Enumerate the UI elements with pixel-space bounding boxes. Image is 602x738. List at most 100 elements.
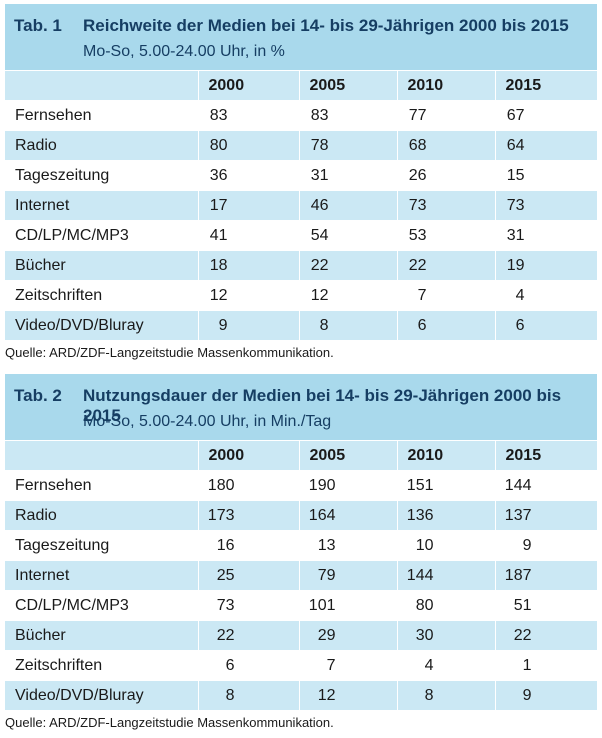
table-cell: 26 bbox=[396, 160, 495, 191]
cell-value: 77 bbox=[408, 106, 427, 124]
table-row: Video/DVD/Bluray 9 8 6 6 bbox=[5, 310, 597, 341]
table-2: 2000 2005 2010 2015 Fernsehen 180 190 151 14… bbox=[5, 441, 597, 711]
table-1: 2000 2005 2010 2015 Fernsehen 83 83 77 67 Rad… bbox=[5, 71, 597, 341]
cell-value: 53 bbox=[408, 226, 427, 244]
table-cell: 9 bbox=[197, 310, 299, 341]
cell-value: 80 bbox=[209, 136, 228, 154]
table-cell: 73 bbox=[494, 190, 597, 221]
table-cell: 73 bbox=[197, 590, 299, 621]
table-cell: 18 bbox=[197, 250, 299, 281]
cell-value: 7 bbox=[417, 286, 427, 304]
cell-value: 15 bbox=[506, 166, 525, 184]
table-cell: 68 bbox=[396, 130, 495, 161]
table-cell: 19 bbox=[494, 250, 597, 281]
table-cell: 22 bbox=[197, 620, 299, 651]
table-cell: 12 bbox=[298, 280, 397, 311]
table-row: Video/DVD/Bluray 8 12 8 9 bbox=[5, 680, 597, 711]
column-header-2010: 2010 bbox=[396, 441, 495, 471]
table-cell: 64 bbox=[494, 130, 597, 161]
row-label: Video/DVD/Bluray bbox=[5, 310, 198, 341]
cell-value: 151 bbox=[406, 476, 434, 494]
table-cell: 36 bbox=[197, 160, 299, 191]
table-row: Radio 173 164 136 137 bbox=[5, 500, 597, 531]
table-row: Fernsehen 180 190 151 144 bbox=[5, 470, 597, 501]
column-header-empty bbox=[5, 71, 198, 101]
cell-value: 12 bbox=[209, 286, 228, 304]
table-1-body: Fernsehen 83 83 77 67 Radio 80 78 68 64 Tageszeitu… bbox=[5, 100, 597, 341]
cell-value: 6 bbox=[515, 316, 525, 334]
cell-value: 64 bbox=[506, 136, 525, 154]
table-cell: 22 bbox=[494, 620, 597, 651]
table-cell: 80 bbox=[396, 590, 495, 621]
cell-value: 19 bbox=[506, 256, 525, 274]
cell-value: 54 bbox=[310, 226, 329, 244]
cell-value: 83 bbox=[209, 106, 228, 124]
row-label: Internet bbox=[5, 190, 198, 221]
cell-value: 25 bbox=[216, 566, 235, 584]
table-cell: 151 bbox=[396, 470, 495, 501]
cell-value: 22 bbox=[310, 256, 329, 274]
table-row: Internet 17 46 73 73 bbox=[5, 190, 597, 221]
table-cell: 6 bbox=[197, 650, 299, 681]
table-cell: 136 bbox=[396, 500, 495, 531]
table-cell: 73 bbox=[396, 190, 495, 221]
table-cell: 8 bbox=[396, 680, 495, 711]
cell-value: 41 bbox=[209, 226, 228, 244]
table-2-source: Quelle: ARD/ZDF-Langzeitstudie Massenkom… bbox=[5, 715, 334, 730]
cell-value: 137 bbox=[504, 506, 532, 524]
cell-value: 78 bbox=[310, 136, 329, 154]
table-row: Fernsehen 83 83 77 67 bbox=[5, 100, 597, 131]
table-cell: 31 bbox=[298, 160, 397, 191]
cell-value: 31 bbox=[506, 226, 525, 244]
cell-value: 36 bbox=[209, 166, 228, 184]
table-1-source: Quelle: ARD/ZDF-Langzeitstudie Massenkom… bbox=[5, 345, 334, 360]
table-cell: 4 bbox=[494, 280, 597, 311]
cell-value: 18 bbox=[209, 256, 228, 274]
column-header-2000: 2000 bbox=[197, 441, 299, 471]
table-cell: 53 bbox=[396, 220, 495, 251]
column-header-2005: 2005 bbox=[298, 71, 397, 101]
cell-value: 9 bbox=[218, 316, 228, 334]
cell-value: 9 bbox=[522, 686, 532, 704]
row-label: CD/LP/MC/MP3 bbox=[5, 220, 198, 251]
table-cell: 187 bbox=[494, 560, 597, 591]
cell-value: 22 bbox=[216, 626, 235, 644]
table-cell: 41 bbox=[197, 220, 299, 251]
cell-value: 12 bbox=[317, 686, 336, 704]
cell-value: 6 bbox=[417, 316, 427, 334]
table-row: Bücher 22 29 30 22 bbox=[5, 620, 597, 651]
table-2-title: Nutzungsdauer der Medien bei 14- bis 29-… bbox=[83, 386, 562, 425]
table-cell: 180 bbox=[197, 470, 299, 501]
cell-value: 29 bbox=[317, 626, 336, 644]
table-row: Radio 80 78 68 64 bbox=[5, 130, 597, 161]
table-cell: 83 bbox=[197, 100, 299, 131]
table-cell: 9 bbox=[494, 680, 597, 711]
table-cell: 51 bbox=[494, 590, 597, 621]
table-cell: 17 bbox=[197, 190, 299, 221]
cell-value: 80 bbox=[415, 596, 434, 614]
cell-value: 1 bbox=[522, 656, 532, 674]
row-label: Radio bbox=[5, 500, 198, 531]
table-cell: 144 bbox=[494, 470, 597, 501]
table-cell: 80 bbox=[197, 130, 299, 161]
table-1-title: Reichweite der Medien bei 14- bis 29-Jäh… bbox=[83, 16, 569, 35]
table-cell: 31 bbox=[494, 220, 597, 251]
table-cell: 54 bbox=[298, 220, 397, 251]
table-row: Zeitschriften 12 12 7 4 bbox=[5, 280, 597, 311]
table-cell: 77 bbox=[396, 100, 495, 131]
cell-value: 46 bbox=[310, 196, 329, 214]
table-cell: 25 bbox=[197, 560, 299, 591]
table-cell: 78 bbox=[298, 130, 397, 161]
column-header-2005: 2005 bbox=[298, 441, 397, 471]
row-label: Video/DVD/Bluray bbox=[5, 680, 198, 711]
table-cell: 12 bbox=[298, 680, 397, 711]
cell-value: 144 bbox=[406, 566, 434, 584]
table-1-block: Tab. 1 Reichweite der Medien bei 14- bis… bbox=[5, 4, 597, 360]
table-cell: 164 bbox=[298, 500, 397, 531]
table-cell: 6 bbox=[396, 310, 495, 341]
cell-value: 190 bbox=[308, 476, 336, 494]
table-cell: 9 bbox=[494, 530, 597, 561]
row-label: Radio bbox=[5, 130, 198, 161]
cell-value: 13 bbox=[317, 536, 336, 554]
cell-value: 180 bbox=[207, 476, 235, 494]
